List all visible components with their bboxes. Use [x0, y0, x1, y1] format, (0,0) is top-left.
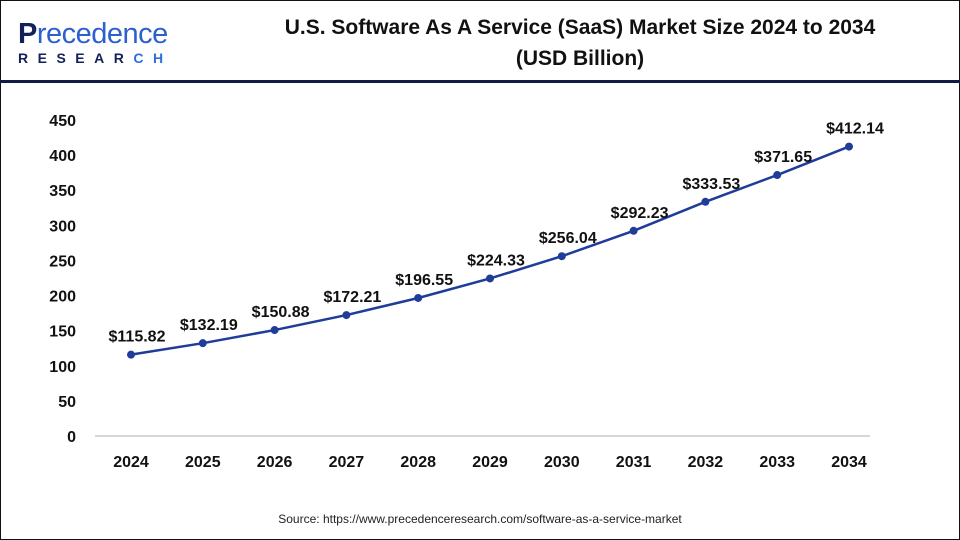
y-tick-label: 300	[49, 218, 76, 235]
chart-title: U.S. Software As A Service (SaaS) Market…	[220, 12, 940, 74]
header-divider	[0, 80, 960, 83]
data-label: $196.55	[395, 272, 453, 289]
title-line-1: U.S. Software As A Service (SaaS) Market…	[284, 16, 876, 39]
data-label: $224.33	[467, 252, 525, 269]
data-label: $256.04	[539, 230, 597, 247]
source-text: Source: https://www.precedenceresearch.c…	[278, 512, 682, 526]
y-tick-label: 50	[58, 394, 76, 411]
x-tick-label: 2030	[544, 454, 580, 471]
y-tick-label: 200	[49, 289, 76, 306]
data-point	[198, 339, 207, 348]
y-tick-label: 400	[49, 148, 76, 165]
x-tick-label: 2034	[831, 454, 867, 471]
data-label: $333.53	[682, 176, 740, 193]
x-tick-label: 2028	[400, 454, 436, 471]
x-tick-label: 2027	[329, 454, 365, 471]
data-point	[342, 311, 351, 320]
title-line-2: (USD Billion)	[515, 47, 645, 70]
data-point	[486, 274, 494, 283]
data-label: $172.21	[323, 289, 381, 306]
y-tick-label: 350	[49, 183, 76, 200]
data-point	[773, 171, 782, 180]
x-tick-label: 2032	[688, 454, 724, 471]
y-tick-label: 450	[49, 113, 76, 130]
x-tick-label: 2024	[113, 454, 149, 471]
series-line	[130, 145, 850, 356]
data-point	[270, 326, 279, 335]
data-label: $412.14	[826, 121, 884, 138]
x-tick-label: 2031	[616, 454, 652, 471]
data-label: $292.23	[611, 205, 669, 222]
data-label: $115.82	[109, 329, 166, 346]
data-point	[845, 142, 853, 151]
precedence-research-logo: Precedence RESEARCH	[18, 18, 173, 67]
x-tick-label: 2026	[257, 454, 293, 471]
data-label: $150.88	[252, 304, 310, 321]
data-point	[701, 197, 710, 206]
y-tick-label: 0	[67, 429, 76, 446]
data-label: $371.65	[754, 149, 812, 166]
data-label: $132.19	[180, 317, 238, 334]
data-point	[557, 252, 566, 261]
y-tick-label: 150	[49, 324, 76, 341]
y-tick-label: 250	[49, 253, 76, 270]
data-point	[414, 293, 423, 302]
x-tick-label: 2025	[185, 454, 221, 471]
x-tick-label: 2033	[759, 454, 795, 471]
data-point	[629, 226, 638, 235]
y-tick-label: 100	[49, 359, 76, 376]
data-point	[127, 350, 135, 359]
x-tick-label: 2029	[472, 454, 508, 471]
